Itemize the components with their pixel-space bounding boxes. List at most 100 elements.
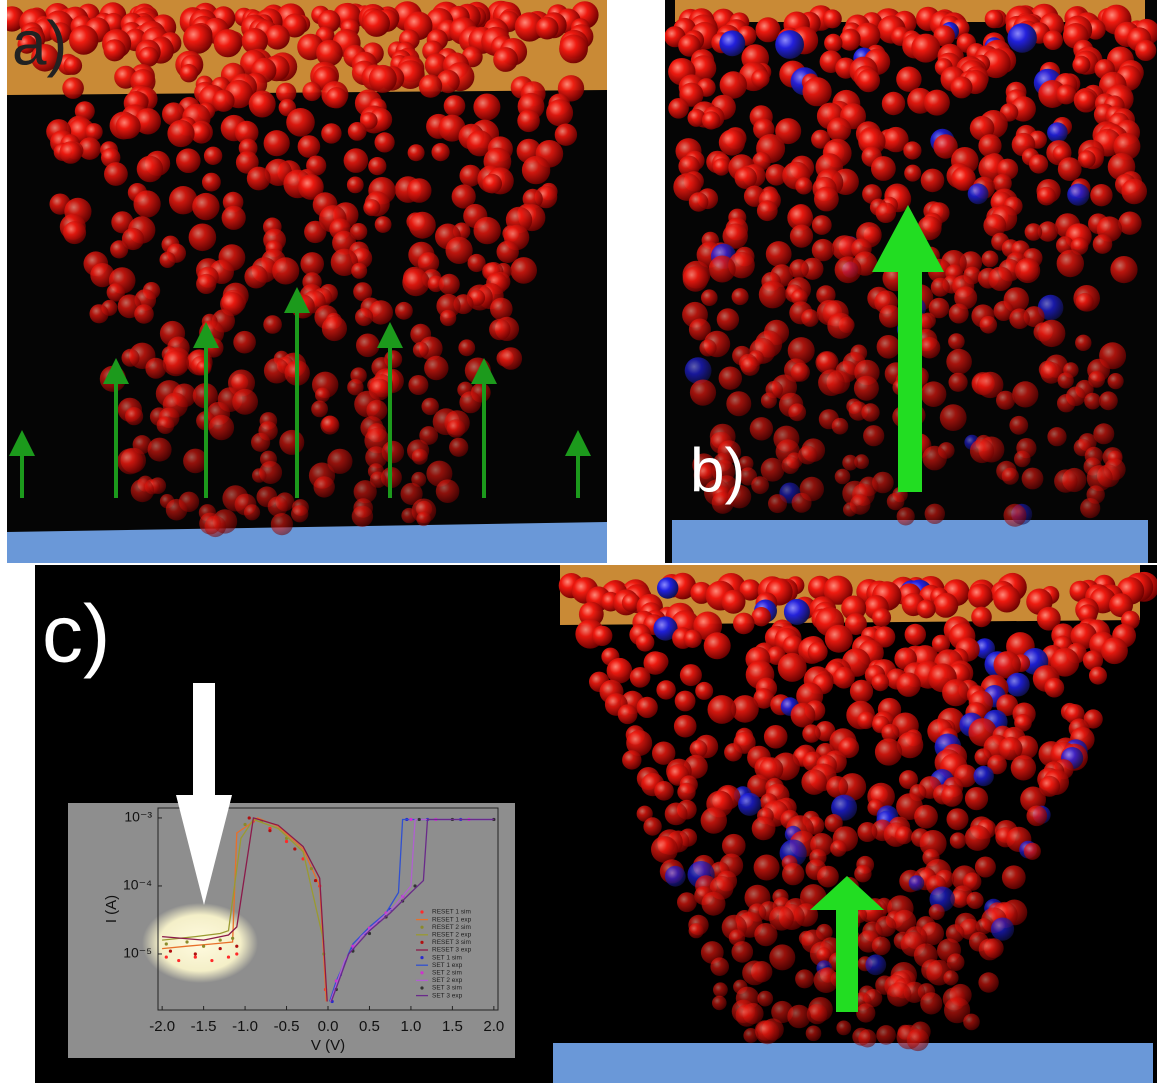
x-tick-label: -2.0 bbox=[149, 1018, 175, 1035]
atom bbox=[351, 263, 367, 279]
legend-label: RESET 3 sim bbox=[432, 939, 471, 946]
atom bbox=[712, 996, 727, 1011]
atom bbox=[204, 147, 222, 165]
atom bbox=[857, 69, 880, 92]
bottom-electrode bbox=[672, 520, 1148, 563]
atom bbox=[827, 313, 853, 339]
atom bbox=[903, 141, 921, 159]
atom bbox=[1076, 90, 1096, 110]
atom bbox=[1090, 184, 1112, 206]
atom bbox=[592, 626, 612, 646]
atom bbox=[1015, 258, 1040, 283]
atom bbox=[975, 857, 996, 878]
legend-swatch bbox=[420, 941, 423, 944]
atom bbox=[1058, 372, 1074, 388]
x-tick-label: -0.5 bbox=[274, 1018, 300, 1035]
atom bbox=[176, 148, 201, 173]
atom bbox=[733, 613, 755, 635]
atom bbox=[764, 725, 788, 749]
atom bbox=[996, 391, 1015, 410]
atom bbox=[896, 67, 921, 92]
atom bbox=[909, 875, 925, 891]
atom bbox=[948, 333, 965, 350]
atom bbox=[321, 123, 341, 143]
atom bbox=[832, 418, 849, 435]
atom bbox=[1009, 308, 1030, 329]
series-point bbox=[418, 818, 421, 821]
panel-b: b) bbox=[664, 0, 1157, 563]
atom bbox=[304, 221, 326, 243]
atom bbox=[702, 111, 720, 129]
atom bbox=[970, 439, 994, 463]
atom bbox=[946, 349, 972, 375]
atom bbox=[921, 169, 945, 193]
atom bbox=[408, 375, 428, 395]
atom bbox=[1027, 806, 1048, 827]
atom bbox=[750, 417, 773, 440]
atom bbox=[756, 1020, 780, 1044]
atom bbox=[436, 479, 460, 503]
series-point bbox=[409, 818, 412, 821]
atom bbox=[167, 120, 194, 147]
atom bbox=[1038, 320, 1065, 347]
atom bbox=[160, 252, 176, 268]
legend-label: RESET 3 exp bbox=[432, 947, 472, 954]
atom bbox=[968, 183, 989, 204]
atom bbox=[401, 508, 416, 523]
atom bbox=[1006, 673, 1030, 697]
atom bbox=[474, 217, 501, 244]
atom bbox=[559, 35, 588, 64]
atom bbox=[950, 832, 966, 848]
atom bbox=[412, 449, 428, 465]
atom bbox=[689, 923, 704, 938]
atom bbox=[709, 256, 736, 283]
legend-label: SET 1 exp bbox=[432, 962, 463, 969]
atom bbox=[104, 162, 128, 186]
atom bbox=[792, 493, 812, 513]
atom bbox=[914, 805, 938, 829]
x-tick-label: 2.0 bbox=[483, 1018, 504, 1035]
legend-swatch bbox=[420, 956, 423, 959]
atom bbox=[993, 585, 1020, 612]
atom bbox=[116, 114, 141, 139]
atom bbox=[363, 199, 380, 216]
atom bbox=[1044, 678, 1064, 698]
atom bbox=[368, 157, 386, 175]
series-point bbox=[231, 937, 234, 940]
atom bbox=[782, 863, 804, 885]
atom bbox=[933, 593, 958, 618]
atom bbox=[743, 1028, 758, 1043]
atom bbox=[806, 1026, 822, 1042]
atom bbox=[311, 401, 328, 418]
atom bbox=[657, 577, 678, 598]
atom bbox=[209, 415, 234, 440]
series-point bbox=[293, 847, 296, 850]
series-point bbox=[194, 955, 197, 958]
atom bbox=[971, 607, 992, 628]
legend-label: SET 3 sim bbox=[432, 985, 462, 992]
atom bbox=[1121, 179, 1147, 205]
atom bbox=[722, 590, 746, 614]
atom bbox=[704, 632, 731, 659]
atom bbox=[522, 156, 550, 184]
atom bbox=[943, 970, 958, 985]
atom bbox=[413, 342, 429, 358]
atom bbox=[1008, 23, 1037, 52]
atom bbox=[738, 793, 761, 816]
atom bbox=[751, 69, 769, 87]
atom bbox=[761, 393, 777, 409]
atom bbox=[699, 339, 716, 356]
atom bbox=[876, 202, 897, 223]
atom bbox=[802, 724, 820, 742]
atom bbox=[787, 1005, 811, 1029]
atom bbox=[510, 257, 537, 284]
atom bbox=[1075, 335, 1091, 351]
atom bbox=[1093, 234, 1113, 254]
legend-label: RESET 2 exp bbox=[432, 932, 472, 939]
atom bbox=[1002, 865, 1026, 889]
atom bbox=[701, 289, 718, 306]
atom bbox=[949, 304, 969, 324]
atom bbox=[754, 855, 780, 881]
atom bbox=[801, 769, 827, 795]
atom bbox=[690, 380, 716, 406]
